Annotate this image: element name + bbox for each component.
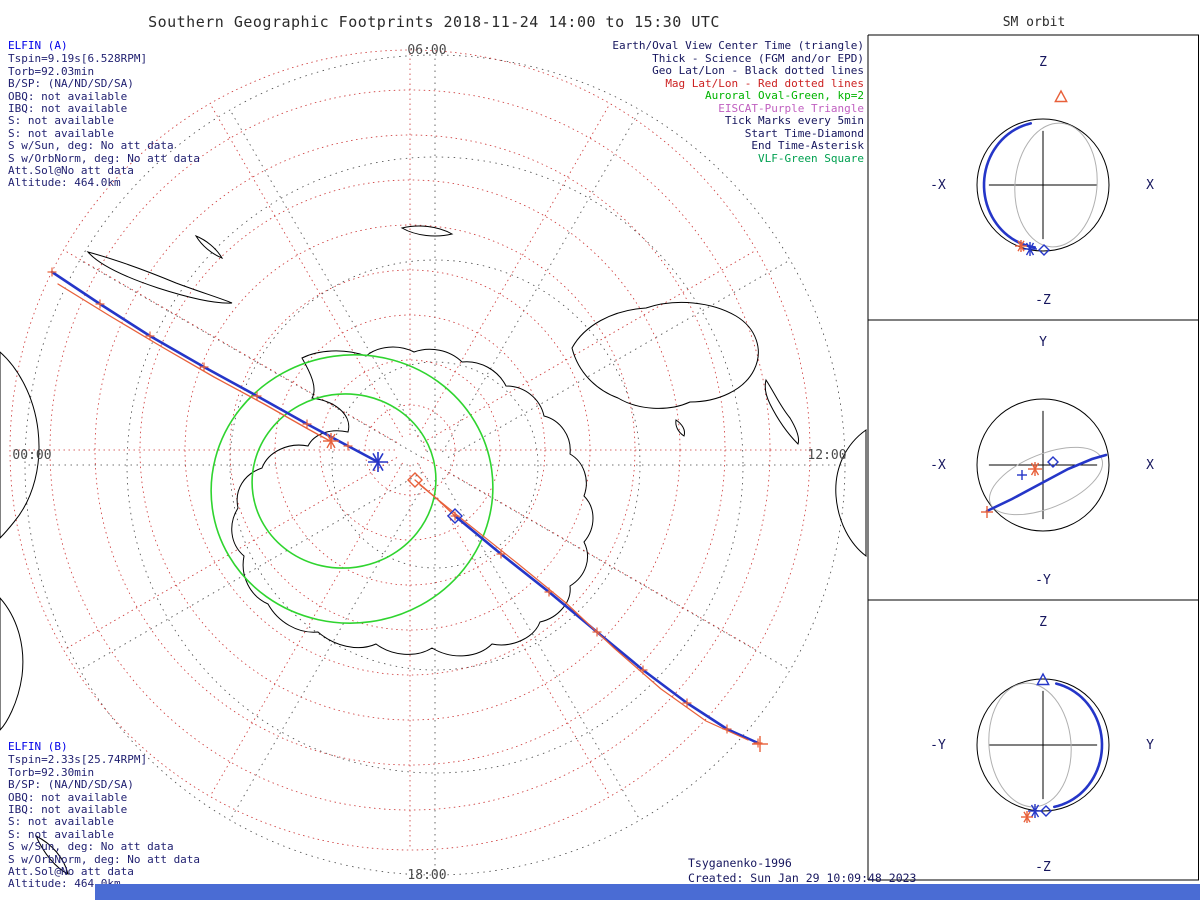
- horizontal-scrollbar[interactable]: [95, 884, 1200, 900]
- info-line: B/SP: (NA/ND/SD/SA): [8, 77, 134, 91]
- created-timestamp: Created: Sun Jan 29 10:09:48 2023: [688, 871, 917, 885]
- top-center-sliver: [400, 225, 454, 237]
- info-line: Altitude: 464.0km: [8, 877, 121, 891]
- info-line: S w/OrbNorm, deg: No att data: [8, 852, 201, 866]
- info-line: IBQ: not available: [8, 102, 128, 116]
- legend-line: Auroral Oval-Green, kp=2: [705, 89, 864, 102]
- panel1-axis-top: Z: [1039, 55, 1047, 70]
- left-edge-coast-2: [0, 597, 24, 731]
- panel-borders: [867, 34, 1199, 881]
- tasmania-coast: [675, 419, 685, 437]
- page-title: Southern Geographic Footprints 2018-11-2…: [148, 13, 720, 31]
- panel2-axis-right: X: [1146, 458, 1154, 473]
- info-line: Torb=92.03min: [8, 64, 95, 78]
- left-edge-coast-1: [0, 351, 40, 539]
- info-line: S: not available: [8, 126, 114, 140]
- info-line: OBQ: not available: [8, 790, 128, 804]
- info-line: S w/OrbNorm, deg: No att data: [8, 151, 201, 165]
- clock-label-top: 06:00: [407, 43, 446, 58]
- south-america-sliver: [86, 251, 233, 304]
- elfin-a-name: ELFIN (A): [8, 39, 68, 52]
- info-line: Att.Sol@No att data: [8, 164, 134, 178]
- info-line: IBQ: not available: [8, 803, 128, 817]
- panel3-axis-left: -Y: [930, 738, 946, 753]
- panel1-axis-right: X: [1146, 178, 1154, 193]
- legend-line: Earth/Oval View Center Time (triangle): [612, 39, 864, 52]
- panel1-axis-left: -X: [930, 178, 946, 193]
- legend-line: VLF-Green Square: [758, 151, 864, 165]
- bottom-left-coast: [34, 834, 69, 875]
- legend-line: Geo Lat/Lon - Black dotted lines: [652, 64, 864, 77]
- satellite-tracks: [47, 267, 763, 748]
- footer: Tsyganenko-1996 Created: Sun Jan 29 10:0…: [688, 856, 916, 886]
- legend-line: Start Time-Diamond: [744, 126, 864, 140]
- info-line: S w/Sun, deg: No att data: [8, 840, 174, 854]
- info-line: Att.Sol@No att data: [8, 865, 134, 879]
- antarctica-coast: [231, 346, 594, 657]
- clock-label-left: 00:00: [12, 448, 51, 463]
- elfin-b-name: ELFIN (B): [8, 740, 68, 753]
- panel3-axis-top: Z: [1039, 615, 1047, 630]
- info-line: Altitude: 464.0km: [8, 176, 121, 190]
- model-label: Tsyganenko-1996: [688, 856, 792, 870]
- new-zealand-coast: [764, 378, 799, 445]
- legend-line: End Time-Asterisk: [751, 139, 864, 152]
- legend-line: EISCAT-Purple Triangle: [718, 101, 864, 115]
- coastline-layer: [0, 225, 867, 875]
- info-line: OBQ: not available: [8, 89, 128, 103]
- sm-orbit-panels: [976, 89, 1110, 823]
- clock-label-bottom: 18:00: [407, 868, 446, 883]
- legend-line: Mag Lat/Lon - Red dotted lines: [665, 76, 864, 90]
- info-line: B/SP: (NA/ND/SD/SA): [8, 778, 134, 792]
- info-line: S w/Sun, deg: No att data: [8, 139, 174, 153]
- panel2-axis-bottom: -Y: [1035, 573, 1051, 588]
- info-line: S: not available: [8, 815, 114, 829]
- top-islands: [194, 234, 224, 260]
- panel2-axis-top: Y: [1039, 335, 1047, 350]
- panel1-axis-bottom: -Z: [1035, 293, 1051, 308]
- elfin-b-info-panel: ELFIN (B) Tspin=2.33s[25.74RPM] Torb=92.…: [8, 740, 201, 891]
- legend-line: Thick - Science (FGM and/or EPD): [652, 51, 864, 65]
- latlon-grid-layer: [9, 49, 846, 876]
- elfin-a-info-panel: ELFIN (A) Tspin=9.19s[6.528RPM] Torb=92.…: [8, 39, 201, 190]
- sm-orbit-title: SM orbit: [1002, 15, 1066, 30]
- panel2-axis-left: -X: [930, 458, 946, 473]
- right-edge-coast: [835, 429, 867, 558]
- panel3-axis-bottom: -Z: [1035, 860, 1051, 875]
- info-line: S: not available: [8, 114, 114, 128]
- info-line: S: not available: [8, 827, 114, 841]
- panel3-axis-right: Y: [1146, 738, 1154, 753]
- legend-line: Tick Marks every 5min: [724, 114, 864, 127]
- clock-label-right: 12:00: [807, 448, 846, 463]
- info-line: Tspin=2.33s[25.74RPM]: [8, 753, 148, 767]
- info-line: Tspin=9.19s[6.528RPM]: [8, 52, 148, 66]
- legend: Earth/Oval View Center Time (triangle) T…: [612, 39, 864, 165]
- australia-coast: [571, 301, 759, 409]
- track-markers: [323, 433, 768, 752]
- info-line: Torb=92.30min: [8, 765, 95, 779]
- auroral-oval: [210, 354, 494, 624]
